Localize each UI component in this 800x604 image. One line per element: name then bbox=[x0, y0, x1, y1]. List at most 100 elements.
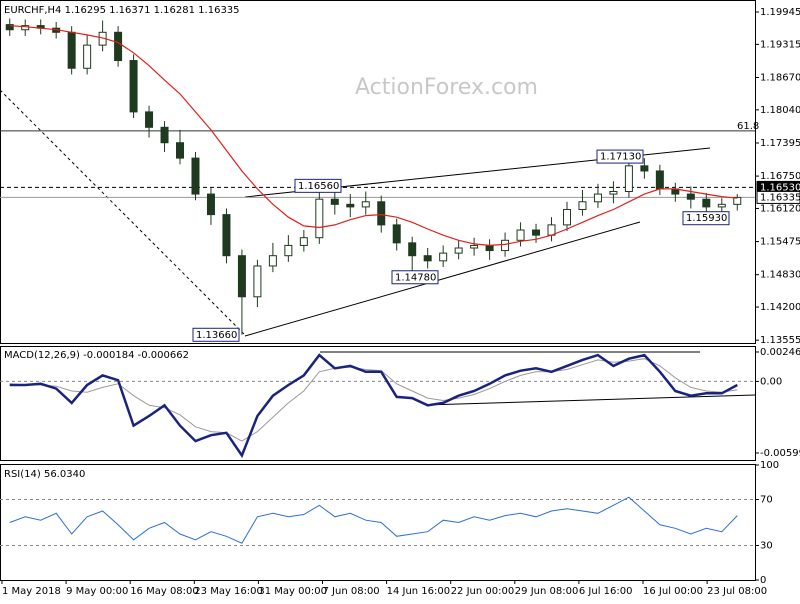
candle-body bbox=[67, 31, 76, 69]
candle-body bbox=[470, 244, 479, 249]
candle-body bbox=[222, 214, 231, 257]
y-tick-label: 1.18040 bbox=[760, 105, 800, 116]
candle-body bbox=[330, 198, 339, 205]
annotation-label: 1.13660 bbox=[196, 330, 237, 341]
y-tick-label: 1.16120 bbox=[760, 203, 800, 214]
candle-body bbox=[578, 201, 587, 210]
candle-body bbox=[237, 255, 246, 298]
candle-body bbox=[640, 165, 649, 172]
candle-body bbox=[83, 44, 92, 69]
candle-body bbox=[206, 193, 215, 216]
candle-body bbox=[562, 208, 571, 226]
x-tick-label: 7 Jun 08:00 bbox=[323, 586, 380, 597]
macd-title: MACD(12,26,9) -0.000184 -0.000662 bbox=[4, 350, 189, 361]
candle-body bbox=[392, 224, 401, 244]
candle-body bbox=[454, 247, 463, 254]
annotation-box bbox=[682, 211, 730, 226]
x-tick-label: 9 May 00:00 bbox=[66, 586, 128, 597]
x-tick-label: 14 Jun 16:00 bbox=[387, 586, 451, 597]
candle-body bbox=[501, 239, 510, 252]
y-tick-label: 1.18670 bbox=[760, 72, 800, 83]
moving-average bbox=[9, 25, 738, 247]
candle-body bbox=[315, 198, 324, 239]
trend-line bbox=[424, 394, 756, 406]
rsi-title: RSI(14) 56.0340 bbox=[4, 469, 85, 480]
annotation-label: 1.16560 bbox=[298, 181, 339, 192]
candle-body bbox=[129, 60, 138, 113]
y-tick-label: 1.13555 bbox=[760, 335, 800, 346]
y-tick-label: 0.002463 bbox=[760, 347, 800, 358]
y-tick-label: 1.15475 bbox=[760, 237, 800, 248]
annotation-box bbox=[391, 270, 439, 285]
candle-body bbox=[361, 201, 370, 208]
candle-body bbox=[160, 126, 169, 144]
candle-body bbox=[609, 191, 618, 195]
annotation-box bbox=[596, 149, 644, 164]
candle-body bbox=[593, 193, 602, 203]
y-tick-label: -0.005992 bbox=[760, 448, 800, 459]
candle-body bbox=[21, 25, 30, 31]
x-tick-label: 22 Jun 00:00 bbox=[451, 586, 515, 597]
candle-body bbox=[485, 244, 494, 252]
y-tick-label: 70 bbox=[760, 495, 773, 506]
candle-body bbox=[733, 196, 742, 205]
y-tick-label: 1.16750 bbox=[760, 171, 800, 182]
candle-body bbox=[346, 203, 355, 208]
candle-body bbox=[516, 229, 525, 241]
macd-panel bbox=[0, 346, 756, 461]
candle-body bbox=[702, 198, 711, 208]
annotation-label: 1.17130 bbox=[600, 152, 641, 163]
macd-line bbox=[9, 353, 738, 459]
candle-body bbox=[253, 265, 262, 298]
rsi-line bbox=[9, 496, 738, 544]
candle-body bbox=[191, 157, 200, 195]
annotation-box bbox=[294, 178, 342, 193]
candle-body bbox=[686, 193, 695, 200]
y-tick-label: 1.14830 bbox=[760, 270, 800, 281]
chart-title: EURCHF,H4 1.16295 1.16371 1.16281 1.1633… bbox=[4, 5, 240, 16]
level-label: 1.16530 bbox=[760, 182, 800, 193]
trend-line bbox=[244, 221, 641, 337]
level-label: 1.16335 bbox=[760, 192, 800, 203]
candle-body bbox=[145, 111, 154, 128]
y-tick-label: 1.14200 bbox=[760, 302, 800, 313]
y-tick-label: 30 bbox=[760, 541, 773, 552]
candle-body bbox=[532, 229, 541, 236]
macd-line bbox=[9, 358, 738, 442]
x-tick-label: 23 May 16:00 bbox=[194, 586, 263, 597]
x-tick-label: 31 May 00:00 bbox=[258, 586, 327, 597]
y-tick-label: 0 bbox=[760, 575, 766, 586]
trend-line bbox=[0, 89, 246, 336]
y-tick-label: 1.19315 bbox=[760, 39, 800, 50]
y-tick-label: 1.19945 bbox=[760, 7, 800, 18]
candle-body bbox=[423, 255, 432, 262]
annotation-label: 1.15930 bbox=[686, 213, 727, 224]
candle-body bbox=[5, 24, 14, 31]
x-tick-label: 1 May 2018 bbox=[2, 586, 61, 597]
candle-body bbox=[268, 255, 277, 267]
y-tick-label: 0.00 bbox=[760, 376, 782, 387]
x-tick-label: 23 Jul 08:00 bbox=[707, 586, 767, 597]
x-tick-label: 29 Jun 08:00 bbox=[515, 586, 579, 597]
candle-body bbox=[717, 203, 726, 208]
annotation-box bbox=[192, 327, 240, 342]
y-tick-label: 100 bbox=[760, 460, 779, 471]
price-panel bbox=[0, 0, 756, 344]
x-tick-label: 16 May 08:00 bbox=[130, 586, 199, 597]
candle-body bbox=[377, 201, 386, 226]
fib-label: 61.8 bbox=[737, 121, 759, 132]
candle-body bbox=[284, 244, 293, 257]
candle-body bbox=[439, 252, 448, 262]
x-tick-label: 6 Jul 16:00 bbox=[579, 586, 633, 597]
x-tick-label: 16 Jul 00:00 bbox=[643, 586, 703, 597]
candle-body bbox=[299, 237, 308, 246]
level-box bbox=[756, 190, 800, 204]
annotation-label: 1.14780 bbox=[395, 272, 436, 283]
candle-body bbox=[655, 170, 664, 190]
candle-body bbox=[624, 165, 633, 193]
watermark: ActionForex.com bbox=[355, 75, 538, 100]
candle-body bbox=[114, 31, 123, 62]
candle-body bbox=[176, 142, 185, 159]
